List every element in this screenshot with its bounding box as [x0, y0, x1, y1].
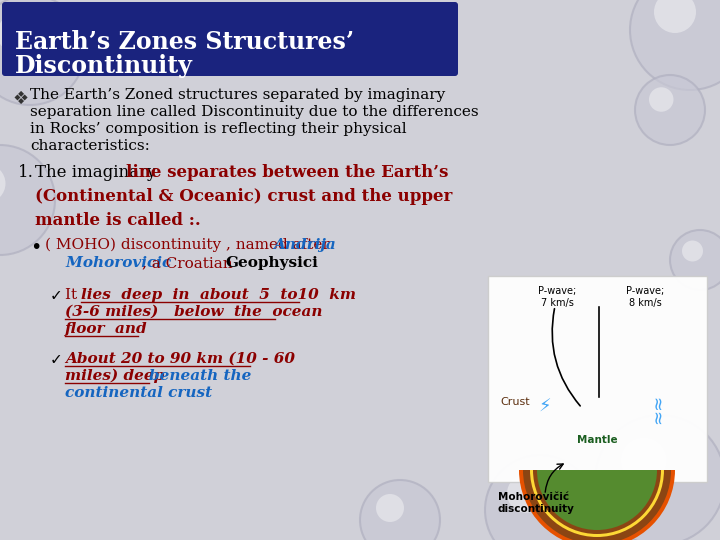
Text: continental crust: continental crust	[65, 386, 212, 400]
Text: in Rocks’ composition is reflecting their physical: in Rocks’ composition is reflecting thei…	[30, 122, 407, 136]
Text: separation line called Discontinuity due to the differences: separation line called Discontinuity due…	[30, 105, 479, 119]
Text: mantle is called :.: mantle is called :.	[35, 212, 201, 229]
Text: beneath the: beneath the	[149, 369, 251, 383]
Text: Andrija: Andrija	[273, 238, 336, 252]
FancyBboxPatch shape	[2, 2, 458, 76]
Circle shape	[485, 455, 595, 540]
Text: P-wave;
8 km/s: P-wave; 8 km/s	[626, 286, 664, 308]
Circle shape	[595, 415, 720, 540]
Wedge shape	[530, 470, 664, 537]
Text: It: It	[65, 288, 82, 302]
Circle shape	[0, 164, 6, 202]
Text: miles) deep: miles) deep	[65, 369, 169, 383]
Text: Earth’s Zones Structures’: Earth’s Zones Structures’	[15, 30, 354, 54]
Text: Mohorovicic: Mohorovicic	[45, 256, 171, 270]
Text: The imaginary: The imaginary	[35, 164, 161, 181]
Text: The Earth’s Zoned structures separated by imaginary: The Earth’s Zoned structures separated b…	[30, 88, 445, 102]
Text: ✓: ✓	[50, 352, 63, 367]
Text: lies  deep  in  about  5  to10  km: lies deep in about 5 to10 km	[81, 288, 356, 302]
FancyBboxPatch shape	[488, 276, 707, 482]
Text: Mantle: Mantle	[577, 435, 617, 445]
Text: (3-6 miles)   below  the  ocean: (3-6 miles) below the ocean	[65, 305, 323, 319]
Text: floor  and: floor and	[65, 322, 148, 336]
Circle shape	[649, 87, 673, 112]
Circle shape	[682, 240, 703, 261]
Circle shape	[507, 474, 546, 513]
Text: (Continental & Oceanic) crust and the upper: (Continental & Oceanic) crust and the up…	[35, 188, 452, 205]
Text: P-wave;
7 km/s: P-wave; 7 km/s	[538, 286, 576, 308]
Wedge shape	[533, 470, 661, 534]
Circle shape	[0, 145, 55, 255]
Circle shape	[0, 0, 85, 105]
Wedge shape	[537, 470, 657, 530]
Text: ⚡: ⚡	[539, 398, 552, 416]
Text: Discontinuity: Discontinuity	[15, 54, 193, 78]
Circle shape	[0, 14, 35, 53]
Text: characteristics:: characteristics:	[30, 139, 150, 153]
Text: About 20 to 90 km (10 - 60: About 20 to 90 km (10 - 60	[65, 352, 295, 366]
Circle shape	[376, 494, 404, 522]
Text: 1.: 1.	[18, 164, 34, 181]
Circle shape	[670, 230, 720, 290]
Circle shape	[654, 0, 696, 33]
Circle shape	[360, 480, 440, 540]
Circle shape	[621, 438, 667, 483]
Text: , a Croatian: , a Croatian	[142, 256, 238, 270]
Text: •: •	[30, 238, 41, 257]
Text: ≈≈: ≈≈	[649, 394, 667, 424]
Circle shape	[635, 75, 705, 145]
Text: Mohorovičić
discontinuity: Mohorovičić discontinuity	[498, 492, 575, 514]
Text: Crust: Crust	[500, 397, 530, 407]
Wedge shape	[523, 470, 671, 540]
Wedge shape	[519, 470, 675, 540]
Circle shape	[630, 0, 720, 90]
Text: ( MOHO) discontinuity , named after: ( MOHO) discontinuity , named after	[45, 238, 340, 252]
Text: line separates between the Earth’s: line separates between the Earth’s	[126, 164, 449, 181]
Text: Geophysici: Geophysici	[225, 256, 318, 270]
Text: ✓: ✓	[50, 288, 63, 303]
Text: ❖: ❖	[12, 90, 28, 108]
